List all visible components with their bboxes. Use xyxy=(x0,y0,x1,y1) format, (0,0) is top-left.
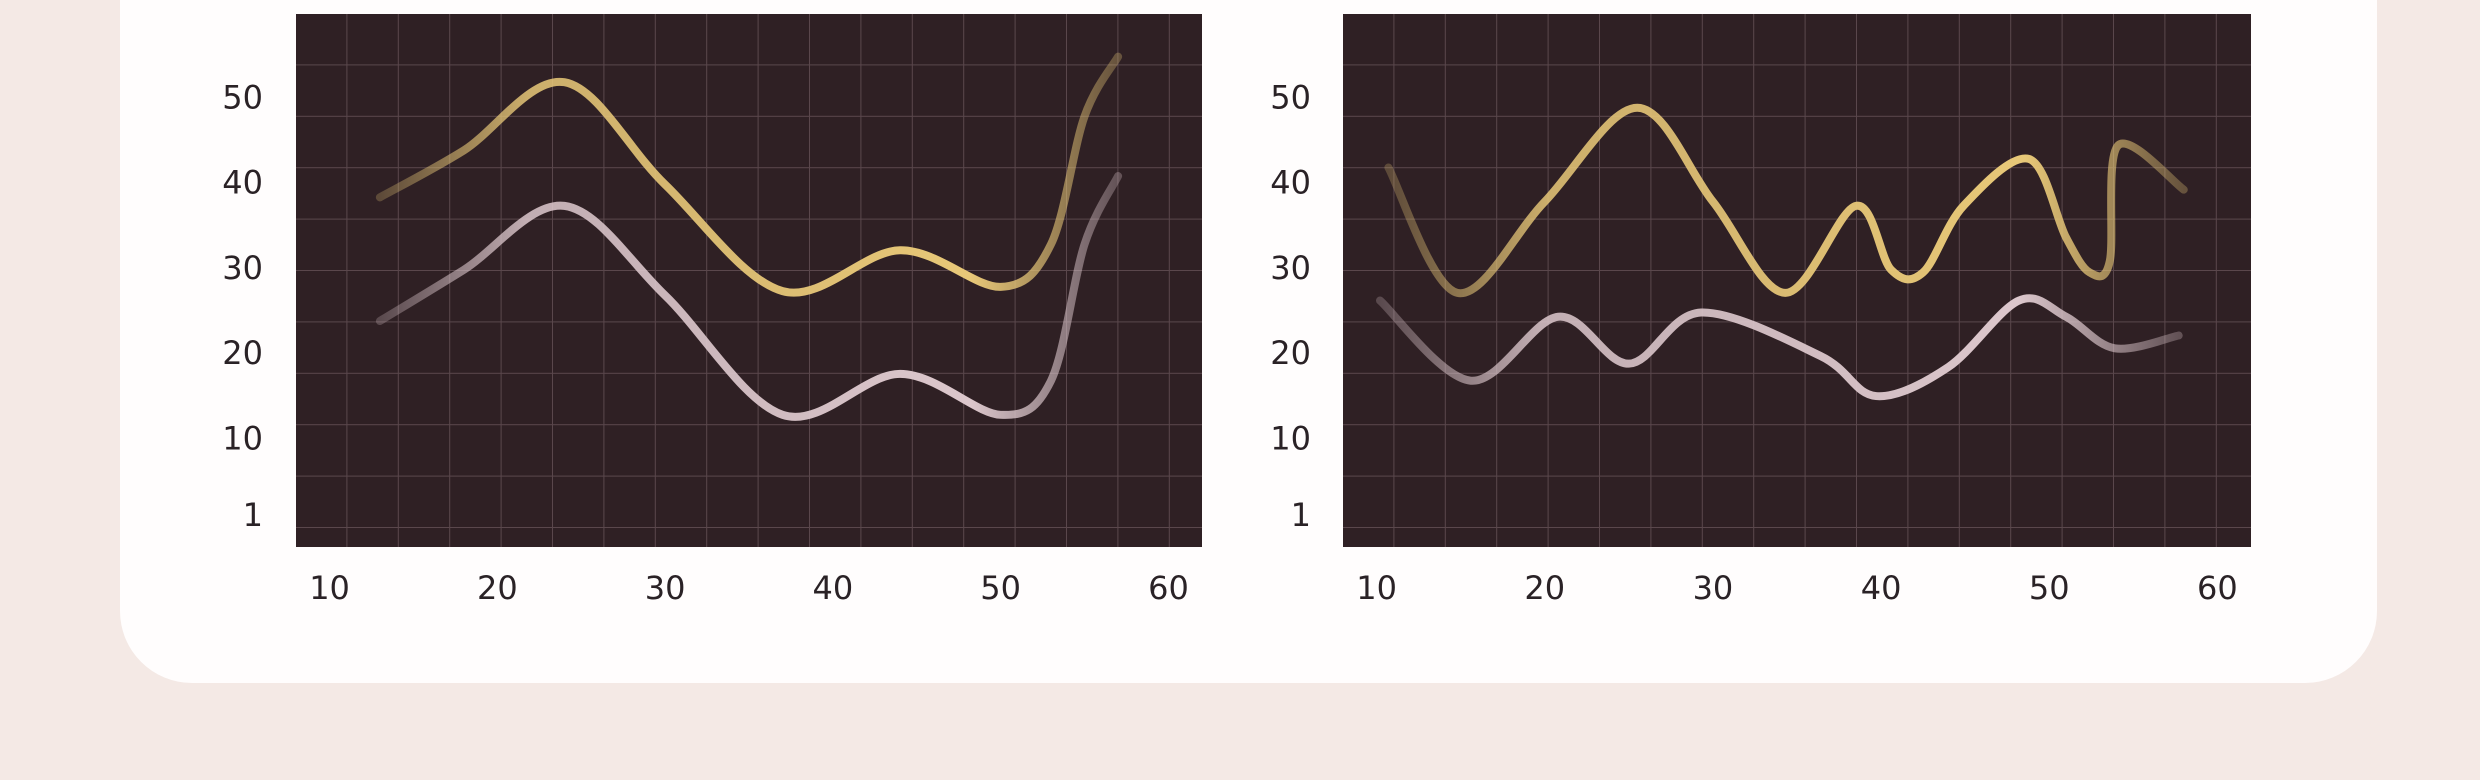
y-tick-label: 30 xyxy=(1270,249,1311,287)
x-tick-label: 40 xyxy=(1861,569,1902,607)
data-line xyxy=(375,172,1123,421)
x-tick-label: 50 xyxy=(2029,569,2070,607)
x-tick-label: 20 xyxy=(477,569,518,607)
data-line xyxy=(1375,294,2183,401)
y-tick-label: 50 xyxy=(222,78,263,116)
y-tick-label: 1 xyxy=(243,496,263,534)
y-tick-label: 20 xyxy=(222,334,263,372)
x-tick-label: 60 xyxy=(2197,569,2238,607)
y-tick-label: 30 xyxy=(222,249,263,287)
x-tick-label: 10 xyxy=(1356,569,1397,607)
data-line xyxy=(1384,103,2188,297)
plot-grid xyxy=(1343,14,2251,547)
x-tick-label: 30 xyxy=(645,569,686,607)
y-tick-label: 10 xyxy=(1270,419,1311,457)
x-tick-label: 60 xyxy=(1148,569,1189,607)
x-tick-label: 40 xyxy=(813,569,854,607)
y-tick-label: 40 xyxy=(222,164,263,202)
y-tick-label: 1 xyxy=(1291,496,1311,534)
x-tick-label: 30 xyxy=(1693,569,1734,607)
x-tick-label: 20 xyxy=(1524,569,1565,607)
data-line xyxy=(375,52,1123,297)
x-tick-label: 50 xyxy=(980,569,1021,607)
y-tick-label: 50 xyxy=(1270,78,1311,116)
plot-grid xyxy=(296,14,1202,547)
y-tick-label: 20 xyxy=(1270,334,1311,372)
y-tick-label: 40 xyxy=(1270,164,1311,202)
y-tick-label: 10 xyxy=(222,419,263,457)
x-tick-label: 10 xyxy=(309,569,350,607)
